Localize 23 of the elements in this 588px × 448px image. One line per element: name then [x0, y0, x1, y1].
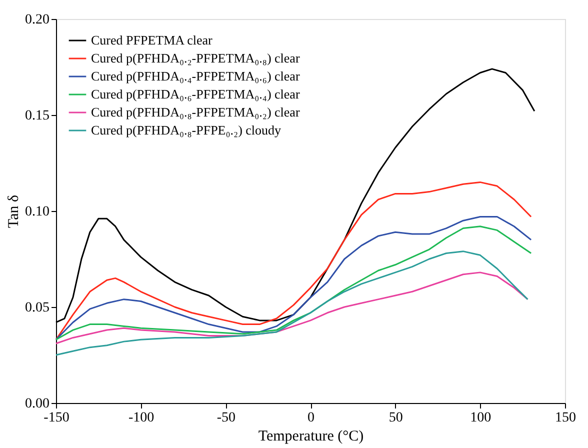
y-tick-label: 0.00 — [25, 396, 50, 412]
line-series — [55, 250, 528, 356]
x-tick-label: 100 — [470, 410, 492, 426]
legend-label: Cured PFPETMA clear — [91, 32, 213, 48]
legend-label: Cured p(PFHDA₀.₈-PFPETMA₀.₂) clear — [91, 104, 300, 120]
line-series — [55, 272, 528, 344]
legend-label: Cured p(PFHDA₀.₈-PFPE₀.₂) cloudy — [91, 122, 282, 138]
legend-label: Cured p(PFHDA₀.₄-PFPETMA₀.₆) clear — [91, 68, 300, 84]
y-tick-label: 0.15 — [25, 108, 50, 124]
y-tick-label: 0.05 — [25, 300, 50, 316]
y-tick-label: 0.10 — [25, 204, 50, 220]
legend-label: Cured p(PFHDA₀.₆-PFPETMA₀.₄) clear — [91, 86, 300, 102]
line-series — [55, 181, 532, 340]
x-axis-title: Temperature (°C) — [258, 428, 364, 444]
x-tick-label: -50 — [216, 410, 236, 426]
x-tick-label: -150 — [44, 410, 70, 426]
x-tick-label: 0 — [308, 410, 314, 426]
y-axis-title: Tan δ — [6, 194, 22, 228]
y-tick-label: 0.20 — [25, 12, 50, 28]
x-tick-label: 50 — [388, 410, 403, 426]
x-tick-label: 150 — [555, 410, 576, 426]
legend-label: Cured p(PFHDA₀.₂-PFPETMA₀.₈) clear — [91, 50, 300, 66]
x-tick-label: -100 — [128, 410, 154, 426]
